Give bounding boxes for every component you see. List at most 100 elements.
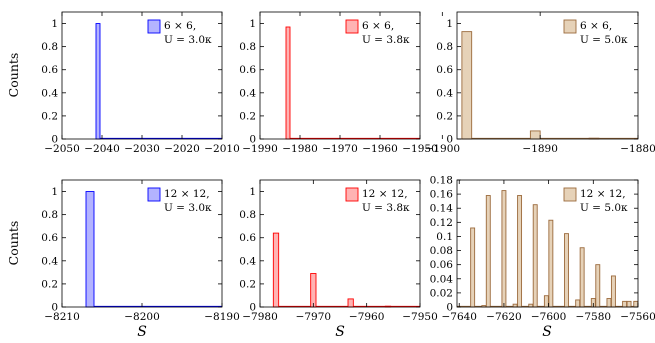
legend-label: U = 3.0κ [164, 34, 212, 46]
histogram-bar [634, 301, 638, 307]
y-tick-label: 1 [51, 18, 58, 30]
x-tick-label: −7600 [531, 311, 567, 323]
x-tick-label: −8210 [44, 311, 80, 323]
y-tick-label: 0.8 [239, 41, 256, 53]
x-tick-label: −1980 [282, 143, 318, 155]
x-tick-label: −7580 [576, 311, 612, 323]
x-tick-label: −2040 [84, 143, 120, 155]
y-tick-label: 0.8 [41, 41, 58, 53]
legend-swatch [346, 188, 358, 201]
histogram-bar [549, 220, 553, 307]
legend-swatch [346, 20, 358, 33]
histogram-bar [273, 233, 278, 307]
y-tick-label: 0.8 [239, 209, 256, 221]
y-tick-label: 0.6 [239, 232, 256, 244]
histogram-bar [348, 299, 353, 307]
histogram-bar [462, 32, 472, 139]
histogram-bar [533, 205, 537, 307]
y-tick-label: 0.1 [436, 231, 453, 243]
x-tick-label: −7560 [620, 311, 655, 323]
x-tick-label: −7970 [296, 311, 332, 323]
chart-panel-1: 0 0.2 0.4 0.6 0.8 1 −2050 −2040 −2030 −2020 −2010 6… [41, 12, 239, 155]
x-tick-label: −1890 [522, 143, 558, 155]
legend-swatch [564, 20, 576, 33]
histogram-bar [623, 301, 627, 307]
x-tick-label: −7620 [486, 311, 522, 323]
x-tick-label: −2010 [204, 143, 240, 155]
legend-label: 6 × 6, [362, 20, 394, 32]
y-tick-label: 0.8 [41, 209, 58, 221]
histogram-bar [564, 234, 568, 307]
x-tick-label: −7950 [402, 311, 438, 323]
histogram-bar [596, 265, 600, 307]
histogram-bar [471, 228, 475, 307]
y-tick-label: 0.4 [41, 87, 58, 99]
y-tick-label: 1 [249, 186, 256, 198]
y-tick-label: 0.16 [430, 189, 454, 201]
histogram-bar [513, 304, 517, 307]
y-axis-title: Counts [6, 53, 21, 98]
axes-frame [62, 12, 222, 139]
legend-label: U = 5.0κ [580, 202, 628, 214]
legend-label: 12 × 12, [164, 188, 210, 200]
histogram-bar [530, 131, 540, 139]
legend-label: U = 3.0κ [164, 202, 212, 214]
x-tick-label: −1970 [322, 143, 358, 155]
x-tick-label: −7980 [242, 311, 278, 323]
legend-label: U = 5.0κ [580, 34, 628, 46]
y-tick-label: 1 [446, 18, 453, 30]
y-axis-title: Counts [6, 221, 21, 266]
histogram-bar [580, 248, 584, 307]
y-tick-label: 0.08 [430, 245, 453, 257]
y-tick-label: 0.6 [41, 64, 58, 76]
histogram-bar [518, 196, 522, 307]
x-tick-label: −2030 [124, 143, 160, 155]
y-tick-label: 1 [249, 18, 256, 30]
legend-label: 6 × 6, [580, 20, 612, 32]
histogram-bar [86, 192, 94, 307]
x-tick-label: −1900 [425, 143, 461, 155]
y-tick-label: 0.4 [41, 255, 58, 267]
histogram-bar [611, 276, 615, 307]
chart-panel-5: 0 0.2 0.4 0.6 0.8 1 −7980 −7970 −7960 −7950 12 × 1… [239, 180, 437, 323]
histogram-bar [486, 196, 490, 307]
x-tick-label: −7640 [441, 311, 477, 323]
y-tick-label: 0.2 [436, 110, 453, 122]
histogram-bar [529, 304, 533, 307]
x-tick-label: −7960 [349, 311, 385, 323]
x-tick-label: −2050 [44, 143, 80, 155]
chart-panel-3: 0 0.2 0.4 0.6 0.8 1 −1900 −1890 −1880 6 × 6, U = 5… [425, 12, 655, 155]
axes-frame [260, 12, 420, 139]
y-tick-label: 0.6 [436, 64, 453, 76]
y-tick-label: 0.12 [430, 217, 453, 229]
chart-panel-6: 0 0.02 0.04 0.06 0.08 0.1 0.12 0.14 0.16 0.18 −764… [430, 175, 655, 324]
y-tick-label: 0.2 [41, 278, 58, 290]
x-tick-label: −1880 [620, 143, 655, 155]
histogram-bar [627, 301, 631, 307]
legend-label: 12 × 12, [580, 188, 626, 200]
legend-label: U = 3.8κ [362, 202, 410, 214]
y-tick-label: 0.6 [239, 64, 256, 76]
histogram-bar [96, 24, 100, 139]
legend-swatch [148, 188, 160, 201]
legend-label: U = 3.8κ [362, 34, 410, 46]
y-tick-label: 1 [51, 186, 58, 198]
x-tick-label: −1960 [362, 143, 398, 155]
histogram-bar [311, 274, 316, 307]
histogram-bar [607, 299, 611, 307]
x-axis-title: S [542, 324, 552, 340]
y-tick-label: 0.2 [239, 110, 256, 122]
y-tick-label: 0.2 [239, 278, 256, 290]
chart-panel-2: 0 0.2 0.4 0.6 0.8 1 −1990 −1980 −1970 −1960 −1950 6… [239, 12, 437, 155]
y-tick-label: 0.4 [239, 87, 256, 99]
y-tick-label: 0.4 [436, 87, 453, 99]
y-tick-label: 0.8 [436, 41, 453, 53]
histogram-bar [286, 27, 290, 139]
y-tick-label: 0.4 [239, 255, 256, 267]
y-tick-label: 0.06 [430, 259, 454, 271]
x-tick-label: −2020 [164, 143, 200, 155]
y-tick-label: 0.6 [41, 232, 58, 244]
x-tick-label: −8190 [204, 311, 240, 323]
y-tick-label: 0.02 [430, 287, 453, 299]
